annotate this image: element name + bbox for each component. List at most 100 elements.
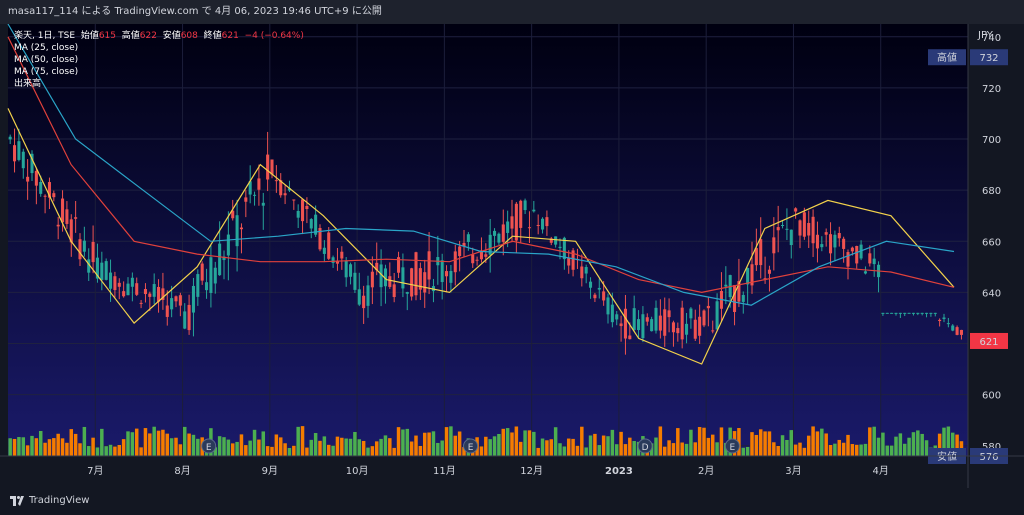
volume-bar xyxy=(881,432,885,456)
candle-body xyxy=(767,269,771,274)
volume-bar xyxy=(776,445,780,456)
candle-body xyxy=(61,198,65,223)
candle-body xyxy=(654,307,658,331)
volume-bar xyxy=(73,433,78,456)
candle-body xyxy=(859,244,863,259)
volume-bar xyxy=(597,445,602,456)
candle-body xyxy=(21,151,25,169)
candle-body xyxy=(798,220,802,236)
candle-body xyxy=(776,227,780,231)
candle-body xyxy=(283,193,287,196)
volume-bar xyxy=(545,440,549,456)
legend-low-label: 安値 xyxy=(162,31,181,41)
legend-open-label: 始値 xyxy=(80,31,99,41)
volume-bar xyxy=(754,434,759,456)
volume-bar xyxy=(213,447,218,456)
volume-bar xyxy=(850,444,855,456)
volume-bar xyxy=(575,445,580,456)
legend-ma75[interactable]: MA (75, close) xyxy=(14,67,79,77)
volume-bar xyxy=(815,431,820,456)
candle-body xyxy=(314,214,318,235)
volume-bar xyxy=(876,437,881,456)
volume-bar xyxy=(706,437,711,456)
volume-bar xyxy=(82,426,87,456)
volume-bar xyxy=(658,426,663,456)
candle-body xyxy=(807,222,811,236)
volume-bar xyxy=(405,428,410,456)
volume-bar xyxy=(806,435,811,456)
candle-body xyxy=(126,283,130,296)
candle-body xyxy=(253,194,257,196)
volume-bar xyxy=(104,446,108,456)
candle-body xyxy=(933,312,937,314)
candle-body xyxy=(593,294,597,299)
candle-body xyxy=(427,251,431,280)
candle-body xyxy=(353,272,357,290)
moving-averages xyxy=(7,24,955,365)
candle-body xyxy=(13,145,17,162)
y-tick-label: 580 xyxy=(982,442,1001,453)
volume-bar xyxy=(187,433,191,456)
tradingview-logo[interactable]: TradingView xyxy=(10,495,89,506)
volume-bar xyxy=(497,433,501,456)
volume-bar xyxy=(156,430,161,456)
candle-body xyxy=(680,307,684,340)
volume-bar xyxy=(161,429,165,456)
candle-body xyxy=(514,203,518,241)
volume-bar xyxy=(628,437,632,456)
volume-bar xyxy=(47,439,52,456)
legend-ma50[interactable]: MA (50, close) xyxy=(14,55,79,65)
candle-body xyxy=(554,236,558,245)
price-label-box xyxy=(970,49,1008,66)
candle-body xyxy=(733,285,737,312)
candle-body xyxy=(187,304,191,331)
candle-body xyxy=(580,266,584,279)
candle-body xyxy=(911,312,915,314)
volume-bar xyxy=(453,435,458,456)
y-tick-label: 720 xyxy=(982,84,1001,95)
volume-bar xyxy=(121,439,126,456)
volume-bar xyxy=(854,444,859,456)
candle-body xyxy=(811,216,815,244)
candle-body xyxy=(754,248,758,266)
candle-body xyxy=(113,276,117,291)
candle-body xyxy=(174,296,178,302)
candle-body xyxy=(955,327,959,335)
candle-body xyxy=(650,319,654,332)
candle-body xyxy=(257,178,261,190)
candle-body xyxy=(362,295,366,309)
legend-ma25[interactable]: MA (25, close) xyxy=(14,43,79,53)
volume-bar xyxy=(798,442,802,456)
event-label: E xyxy=(206,443,212,453)
volume-bar xyxy=(580,426,584,456)
candle-body xyxy=(388,276,392,287)
volume-bar xyxy=(95,447,100,456)
candle-body xyxy=(196,274,200,297)
y-tick-label: 700 xyxy=(982,135,1001,146)
volume-bar xyxy=(549,439,554,456)
volume-bar xyxy=(715,442,719,456)
volume-bar xyxy=(313,433,318,456)
candle-body xyxy=(318,227,322,250)
volume-bar xyxy=(366,447,370,456)
volume-bar xyxy=(414,435,418,456)
volume-bar xyxy=(169,438,174,456)
candle-body xyxy=(261,202,265,206)
x-tick-label: 11月 xyxy=(433,465,456,477)
volume-bar xyxy=(257,439,261,456)
volume-bar xyxy=(126,431,130,456)
volume-bar xyxy=(174,437,178,456)
candle-body xyxy=(157,286,161,302)
y-tick-label: 680 xyxy=(982,186,1001,197)
candle-body xyxy=(872,258,876,265)
volume-bar xyxy=(196,438,200,456)
x-tick-label: 4月 xyxy=(873,465,889,477)
legend-volume[interactable]: 出来高 xyxy=(14,79,42,89)
price-label-value: 576 xyxy=(979,452,998,463)
y-tick-label: 600 xyxy=(982,391,1001,402)
candle-body xyxy=(637,319,641,331)
candle-body xyxy=(619,323,623,327)
volume-bar xyxy=(619,431,623,456)
